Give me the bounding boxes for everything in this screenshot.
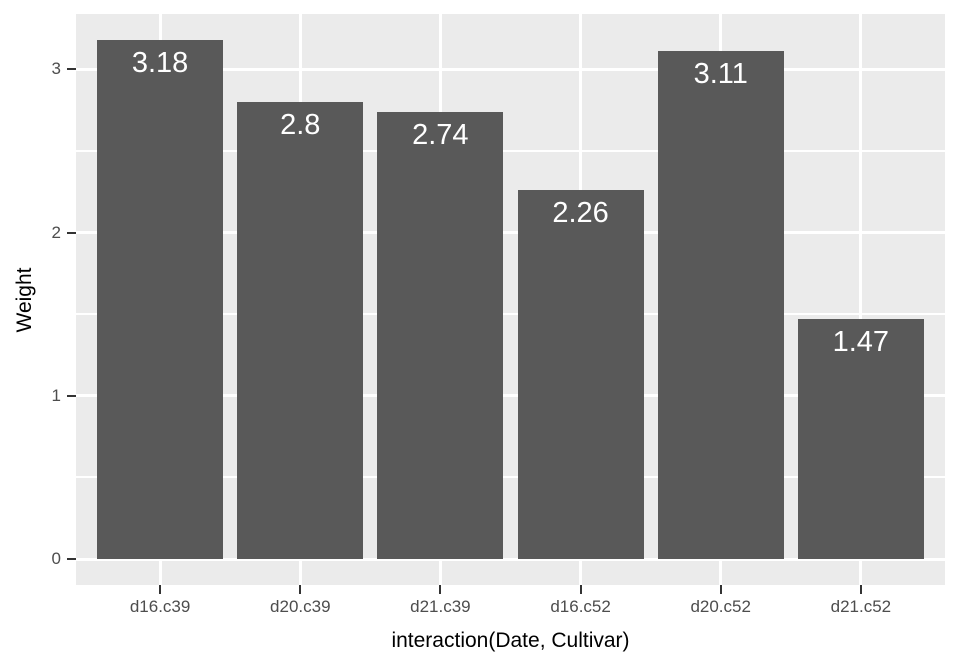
bar-value-label: 2.26	[552, 197, 609, 230]
x-axis-title: interaction(Date, Cultivar)	[391, 629, 630, 652]
bar-value-label: 2.8	[280, 109, 321, 141]
gridline-major	[76, 67, 945, 71]
x-tick-mark	[159, 585, 162, 594]
y-tick-mark	[67, 558, 76, 560]
y-tick-mark	[67, 231, 76, 234]
gridline-minor	[76, 476, 945, 479]
bar-d21.c52	[797, 319, 924, 560]
x-tick-mark	[859, 585, 862, 594]
x-tick-mark	[439, 585, 442, 594]
y-tick-label: 3	[51, 59, 61, 79]
y-tick-label: 2	[51, 222, 61, 242]
bar-value-label: 3.18	[131, 47, 189, 79]
gridline-major	[76, 557, 945, 561]
gridline-major-vertical	[859, 14, 863, 585]
bar-value-label: 1.47	[832, 326, 890, 359]
bar-d21.c39	[377, 111, 504, 560]
y-axis-title: Weight	[13, 267, 36, 332]
plot-panel: 3.18 2.8 2.74 2.26 3.11 1.47	[76, 14, 945, 585]
gridline-minor	[76, 150, 945, 152]
x-tick-label: d16.c52	[550, 597, 611, 616]
x-tick-label: d20.c39	[270, 597, 331, 616]
bar-value-label: 2.74	[412, 118, 469, 151]
bar-value-label: 3.11	[693, 58, 748, 91]
x-tick-label: d21.c52	[830, 597, 892, 616]
x-tick-label: d16.c39	[129, 597, 191, 616]
y-tick-label: 1	[51, 385, 61, 405]
x-tick-label: d20.c52	[690, 597, 751, 616]
bar-d20.c52	[657, 51, 784, 560]
x-tick-label: d21.c39	[410, 597, 471, 616]
gridline-major	[76, 231, 945, 235]
y-tick-mark	[67, 68, 76, 71]
bar-d16.c52	[517, 190, 644, 559]
x-tick-mark	[299, 585, 302, 594]
x-tick-mark	[579, 585, 582, 594]
x-tick-mark	[719, 585, 722, 594]
gridline-major	[76, 394, 945, 398]
bar-d16.c39	[97, 40, 224, 560]
bar-d20.c39	[237, 102, 364, 560]
y-tick-mark	[67, 394, 76, 397]
y-tick-label: 0	[51, 549, 61, 568]
gridline-minor	[76, 313, 945, 316]
